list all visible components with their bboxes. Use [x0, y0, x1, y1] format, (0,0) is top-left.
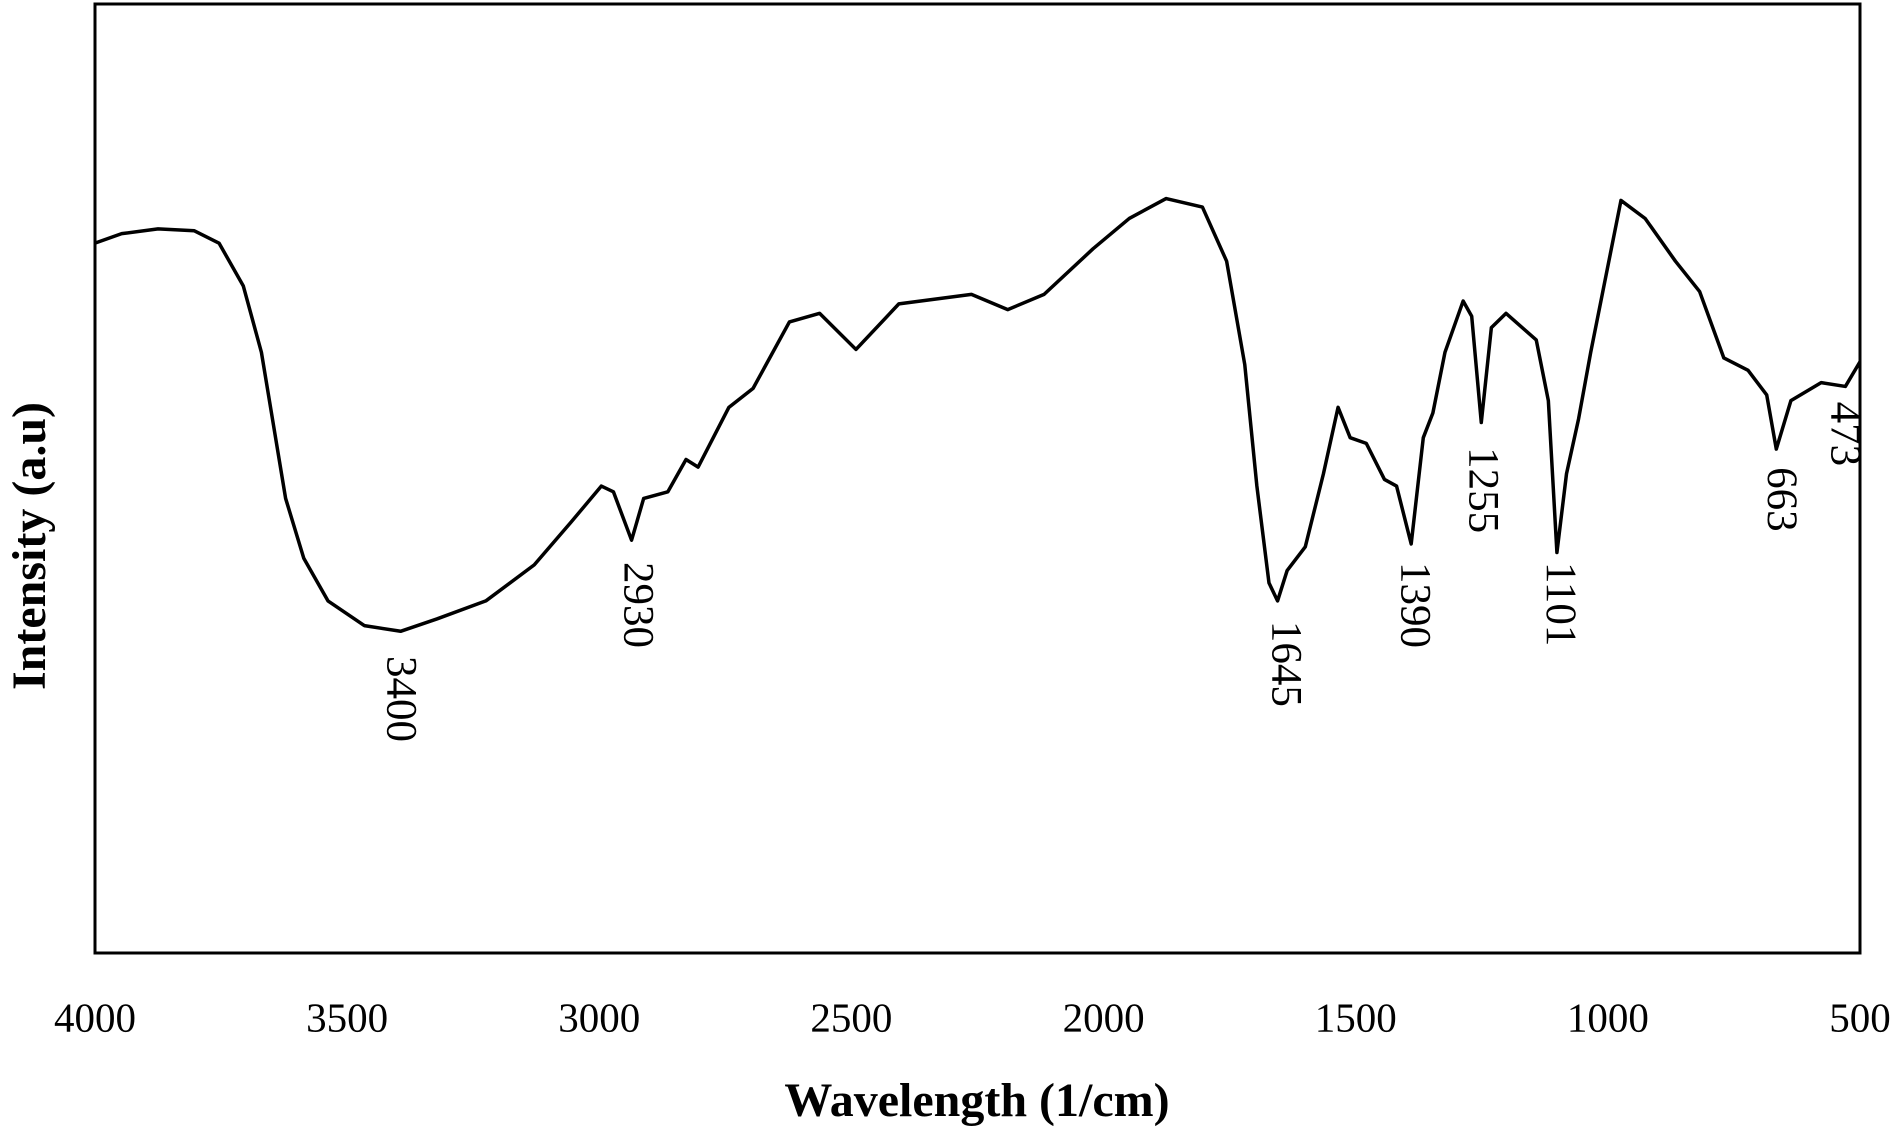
spectrum-line	[94, 196, 1862, 634]
x-tick-label: 2000	[1063, 994, 1145, 1040]
x-axis-title: Wavelength (1/cm)	[784, 1074, 1169, 1127]
peak-label: 1255	[1459, 447, 1506, 533]
peak-label: 1390	[1391, 562, 1438, 648]
peak-label: 3400	[378, 656, 425, 742]
x-tick-label: 3000	[558, 994, 640, 1040]
x-tick-label: 1000	[1567, 994, 1649, 1040]
x-tick-label: 2500	[810, 994, 892, 1040]
x-tick-label: 3500	[306, 994, 388, 1040]
x-tick-label: 500	[1829, 994, 1891, 1040]
x-tick-label: 4000	[54, 994, 136, 1040]
peak-label: 473	[1821, 402, 1868, 467]
peak-label: 2930	[615, 562, 662, 648]
plot-frame	[93, 2, 1862, 955]
peak-label: 663	[1758, 467, 1805, 532]
y-axis-title: Intensity (a.u)	[3, 402, 56, 690]
peak-label: 1645	[1263, 621, 1310, 707]
x-tick-label: 1500	[1315, 994, 1397, 1040]
peak-label: 1101	[1537, 562, 1584, 646]
